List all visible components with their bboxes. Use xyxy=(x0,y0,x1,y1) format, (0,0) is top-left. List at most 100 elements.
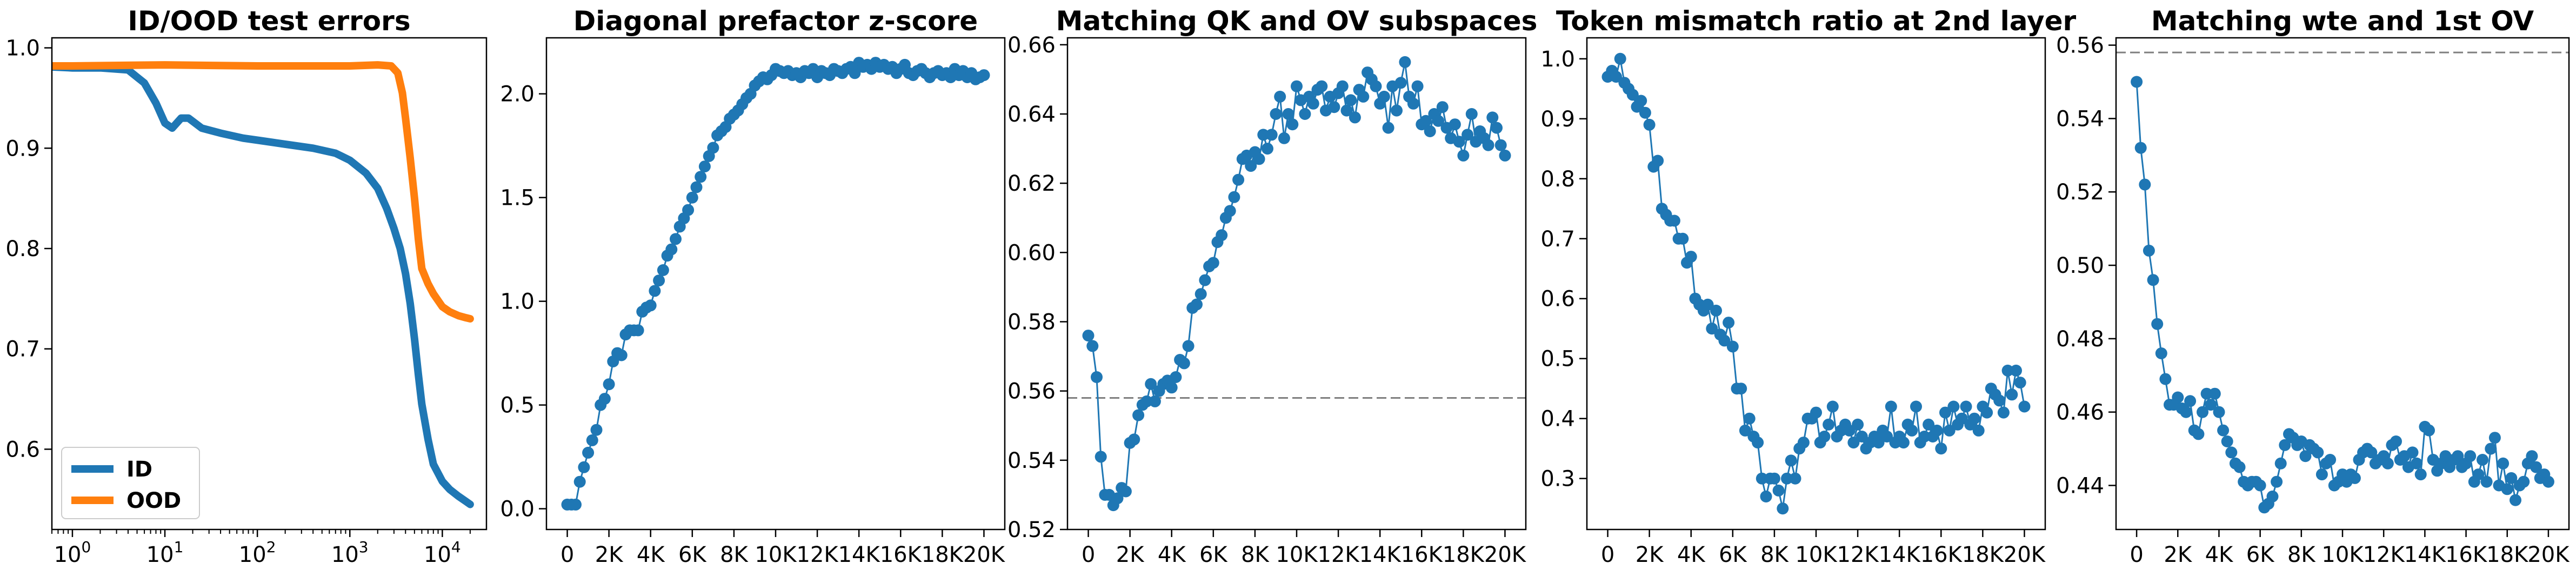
data-point xyxy=(2390,435,2402,447)
y-tick-label: 0.0 xyxy=(500,497,535,522)
data-point xyxy=(1781,472,1793,485)
data-point xyxy=(1935,442,1947,455)
data-point xyxy=(1677,232,1689,245)
data-point xyxy=(1399,56,1411,68)
data-point xyxy=(1777,502,1789,515)
x-tick-label: 14K xyxy=(2404,542,2447,567)
data-point xyxy=(2526,450,2538,462)
y-tick-label: 0.9 xyxy=(1540,107,1575,132)
data-point xyxy=(2134,142,2147,154)
x-tick-label: 4K xyxy=(1677,542,1706,567)
data-point xyxy=(1207,257,1219,269)
data-point xyxy=(1756,472,1768,485)
data-point xyxy=(1872,437,1885,449)
data-point xyxy=(1981,406,1993,419)
data-point xyxy=(1931,424,1943,437)
data-point xyxy=(1797,437,1810,449)
data-point xyxy=(2411,457,2423,470)
data-point xyxy=(586,434,598,446)
data-point xyxy=(1785,454,1797,467)
data-point xyxy=(2208,387,2221,400)
data-point xyxy=(2131,76,2143,88)
series-line-id xyxy=(52,63,474,508)
legend-label-ood: OOD xyxy=(126,488,181,513)
data-point xyxy=(1199,274,1211,286)
series-line-ood xyxy=(52,61,474,323)
x-tick-label: 103 xyxy=(331,538,369,567)
data-point xyxy=(1960,400,1972,413)
y-tick-label: 0.8 xyxy=(5,237,40,261)
x-tick-label: 2K xyxy=(595,542,624,567)
x-tick-label: 18K xyxy=(922,542,964,567)
x-tick-label: 8K xyxy=(2287,542,2316,567)
data-point xyxy=(1111,492,1124,505)
data-point xyxy=(2518,475,2530,488)
data-point xyxy=(649,285,661,297)
data-point xyxy=(1639,106,1651,119)
data-point xyxy=(582,446,595,459)
data-point xyxy=(1278,132,1290,144)
y-tick-label: 0.6 xyxy=(1540,287,1575,312)
data-point xyxy=(2147,274,2159,286)
data-point xyxy=(1453,136,1465,148)
x-tick-label: 14K xyxy=(1359,542,1402,567)
data-point xyxy=(1253,153,1265,165)
data-point xyxy=(615,349,628,361)
data-point xyxy=(2233,461,2246,473)
data-point xyxy=(1291,80,1303,92)
x-tick-label: 18K xyxy=(1962,542,2005,567)
plot-frame xyxy=(545,37,1006,531)
x-tick-label: 16K xyxy=(1401,542,1444,567)
data-point xyxy=(1265,129,1278,141)
x-tick-label: 100 xyxy=(54,538,91,567)
data-point xyxy=(1723,317,1735,329)
data-point xyxy=(1465,108,1478,120)
data-point xyxy=(1257,129,1270,141)
y-tick-label: 0.52 xyxy=(2056,180,2104,205)
data-point xyxy=(1299,108,1311,120)
x-tick-label: 6K xyxy=(2246,542,2275,567)
y-tick-label: 1.0 xyxy=(500,290,535,314)
data-point xyxy=(2414,468,2427,481)
y-tick-label: 0.3 xyxy=(1540,467,1575,492)
data-point xyxy=(2151,318,2164,330)
y-tick-label: 0.64 xyxy=(1007,102,1056,127)
data-point xyxy=(1993,394,2006,407)
data-point xyxy=(2184,395,2197,407)
y-tick-label: 0.44 xyxy=(2056,474,2104,499)
data-point xyxy=(1743,412,1756,425)
data-point xyxy=(1145,378,1157,390)
data-point xyxy=(1760,491,1772,502)
data-point xyxy=(2477,454,2488,466)
x-tick-label: 14K xyxy=(838,542,881,567)
plot-area xyxy=(1601,52,2031,515)
data-point xyxy=(1345,94,1357,106)
data-point xyxy=(1394,77,1407,89)
data-point xyxy=(2221,435,2233,447)
data-point xyxy=(1432,115,1445,127)
data-point xyxy=(1752,437,1764,449)
data-point xyxy=(1282,108,1294,120)
data-point xyxy=(1768,472,1780,485)
data-point xyxy=(1843,424,1856,437)
data-point xyxy=(1852,418,1864,431)
data-point xyxy=(2159,373,2172,385)
data-point xyxy=(1968,412,1980,425)
x-tick-label: 12K xyxy=(797,542,839,567)
y-tick-label: 0.7 xyxy=(1540,227,1575,252)
x-tick-label: 2K xyxy=(1636,542,1664,567)
data-point xyxy=(1232,173,1245,186)
data-point xyxy=(2266,490,2279,502)
data-point xyxy=(1391,104,1403,117)
data-point xyxy=(698,160,711,173)
data-point xyxy=(1128,433,1140,446)
data-point xyxy=(2010,364,2022,377)
data-point xyxy=(1340,104,1353,117)
panel-5: Matching wte and 1st OV 0 2K 4K 6K 8K 10K 12K 14… xyxy=(2056,5,2570,567)
data-point xyxy=(2348,472,2361,484)
data-point xyxy=(2423,424,2435,437)
data-point xyxy=(1286,118,1299,131)
data-point xyxy=(644,299,657,312)
chart-title: Diagonal prefactor z-score xyxy=(573,5,978,37)
panel-1: ID/OOD test errors 100 101 102 103 104 0.6 0.7 0… xyxy=(5,5,488,567)
